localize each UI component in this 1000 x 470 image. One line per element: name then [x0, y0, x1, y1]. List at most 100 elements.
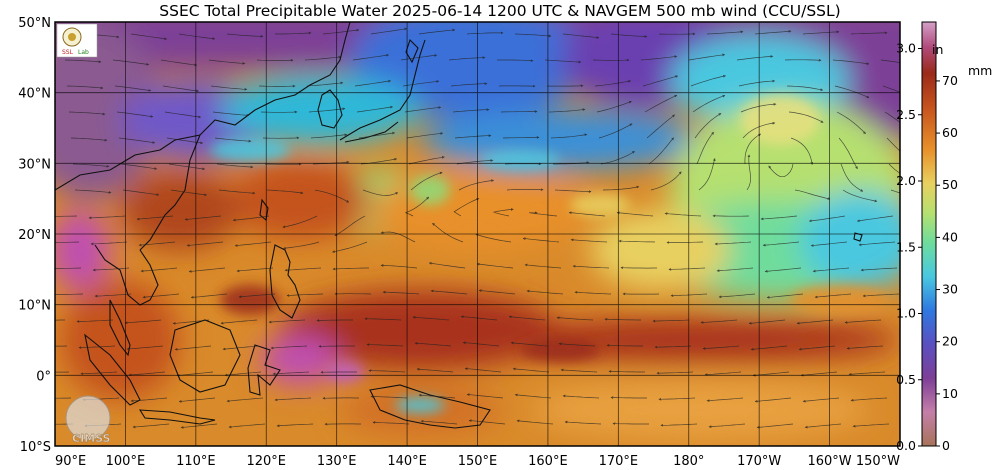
wind-streamline: [402, 80, 440, 87]
wind-streamline: [514, 33, 552, 38]
wind-streamline: [604, 317, 641, 321]
wind-streamline: [852, 423, 890, 428]
wind-streamline: [794, 189, 831, 200]
colorbar-mm-label: 60: [942, 125, 958, 140]
colorbar-mm-label: 50: [942, 177, 958, 192]
wind-streamline: [460, 315, 498, 321]
wind-streamline: [550, 133, 588, 139]
wind-streamline: [612, 422, 649, 426]
wind-streamline: [802, 30, 840, 35]
wind-streamline: [78, 345, 116, 349]
colorbar-inch-ticks: 3.0 2.5 2.0 1.5 1.0 0.5 0.0: [896, 41, 922, 453]
longitude-label: 150°W: [856, 454, 900, 469]
wind-streamline: [692, 94, 726, 113]
wind-streamline: [564, 420, 602, 425]
wind-streamline: [846, 345, 884, 350]
wind-streamline: [602, 185, 640, 191]
wind-streamline: [116, 111, 154, 118]
wind-streamline: [740, 102, 777, 113]
wind-streamline: [834, 85, 870, 99]
wind-streamline: [788, 111, 824, 123]
wind-streamline: [358, 131, 396, 139]
wind-streamline: [526, 289, 564, 295]
wind-streamline: [650, 171, 682, 191]
wind-streamline: [382, 290, 420, 295]
wind-streamline: [354, 79, 392, 87]
colorbar-inch-label: 2.5: [896, 107, 916, 122]
wind-streamline: [660, 423, 698, 427]
wind-streamline: [704, 371, 742, 376]
wind-streamline: [72, 163, 110, 168]
wind-streamline: [334, 215, 366, 236]
wind-streamline: [368, 369, 406, 373]
wind-streamline: [690, 74, 727, 87]
wind-streamline: [234, 241, 272, 247]
wind-streamline: [316, 319, 353, 322]
wind-streamline: [652, 319, 690, 323]
wind-streamline: [688, 53, 726, 61]
wind-streamline: [810, 241, 848, 247]
wind-streamline: [510, 341, 548, 347]
wind-streamline: [694, 113, 722, 139]
wind-streamline: [408, 156, 445, 165]
wind-streamline: [464, 367, 502, 373]
wind-streamline: [430, 289, 468, 295]
colorbar: 3.0 2.5 2.0 1.5 1.0 0.5 0.0 70 60 50 40 30 20 10 0 in…: [896, 21, 992, 453]
wind-streamline: [262, 136, 300, 140]
wind-streamline: [754, 29, 792, 35]
wind-streamline: [174, 345, 212, 351]
wind-streamline: [184, 215, 222, 221]
wind-streamline: [848, 371, 886, 376]
cimss-logo: CIMSS: [65, 395, 111, 445]
ccu-ssl-logo: SSL Lab: [56, 23, 98, 58]
wind-streamline: [796, 319, 834, 325]
colorbar-mm-label: 10: [942, 386, 958, 401]
wind-streamline: [800, 371, 838, 377]
wind-streamline: [122, 189, 160, 196]
wind-streamline: [656, 371, 694, 375]
wind-streamline: [836, 111, 866, 135]
wind-streamline: [790, 137, 814, 166]
latitude-label: 40°N: [18, 87, 51, 102]
wind-streamline: [186, 241, 224, 247]
wind-streamline: [132, 423, 170, 429]
longitude-label: 180°: [673, 454, 704, 469]
wind-streamline: [168, 163, 206, 171]
wind-streamline: [756, 423, 794, 429]
wind-streamline: [70, 137, 108, 142]
graticule: [55, 22, 900, 446]
wind-streamline: [556, 316, 594, 321]
wind-streamline: [232, 215, 270, 222]
wind-streamline: [410, 171, 443, 191]
wind-streamline: [858, 241, 896, 247]
wind-streamline: [454, 134, 492, 139]
wind-streamline: [610, 33, 648, 38]
wind-streamline: [596, 100, 632, 113]
colorbar-inch-label: 2.0: [896, 173, 916, 188]
wind-streamline: [786, 85, 824, 92]
wind-streamline: [478, 289, 516, 295]
wind-streamline: [514, 393, 552, 399]
wind-streamline: [90, 241, 128, 246]
wind-streamline: [372, 421, 410, 425]
wind-streamline: [416, 367, 454, 373]
wind-streamline: [476, 262, 514, 269]
wind-streamline: [220, 319, 258, 325]
wind-streamline: [332, 267, 369, 271]
wind-streamline: [212, 111, 250, 117]
wind-streamline: [888, 163, 900, 174]
wind-streamline: [458, 179, 495, 191]
map-frame: [54, 21, 901, 447]
wind-streamline: [497, 59, 534, 62]
longitude-label: 140°E: [387, 454, 427, 469]
wind-streamline: [450, 82, 488, 87]
wind-streamline: [506, 188, 544, 192]
wind-streamline: [222, 345, 260, 351]
wind-streamline: [842, 189, 878, 203]
wind-streamline: [66, 85, 104, 90]
wind-streamline: [598, 123, 633, 139]
wind-streamline: [164, 111, 202, 119]
wind-streamline: [808, 215, 846, 223]
wind-streamline: [274, 397, 312, 402]
